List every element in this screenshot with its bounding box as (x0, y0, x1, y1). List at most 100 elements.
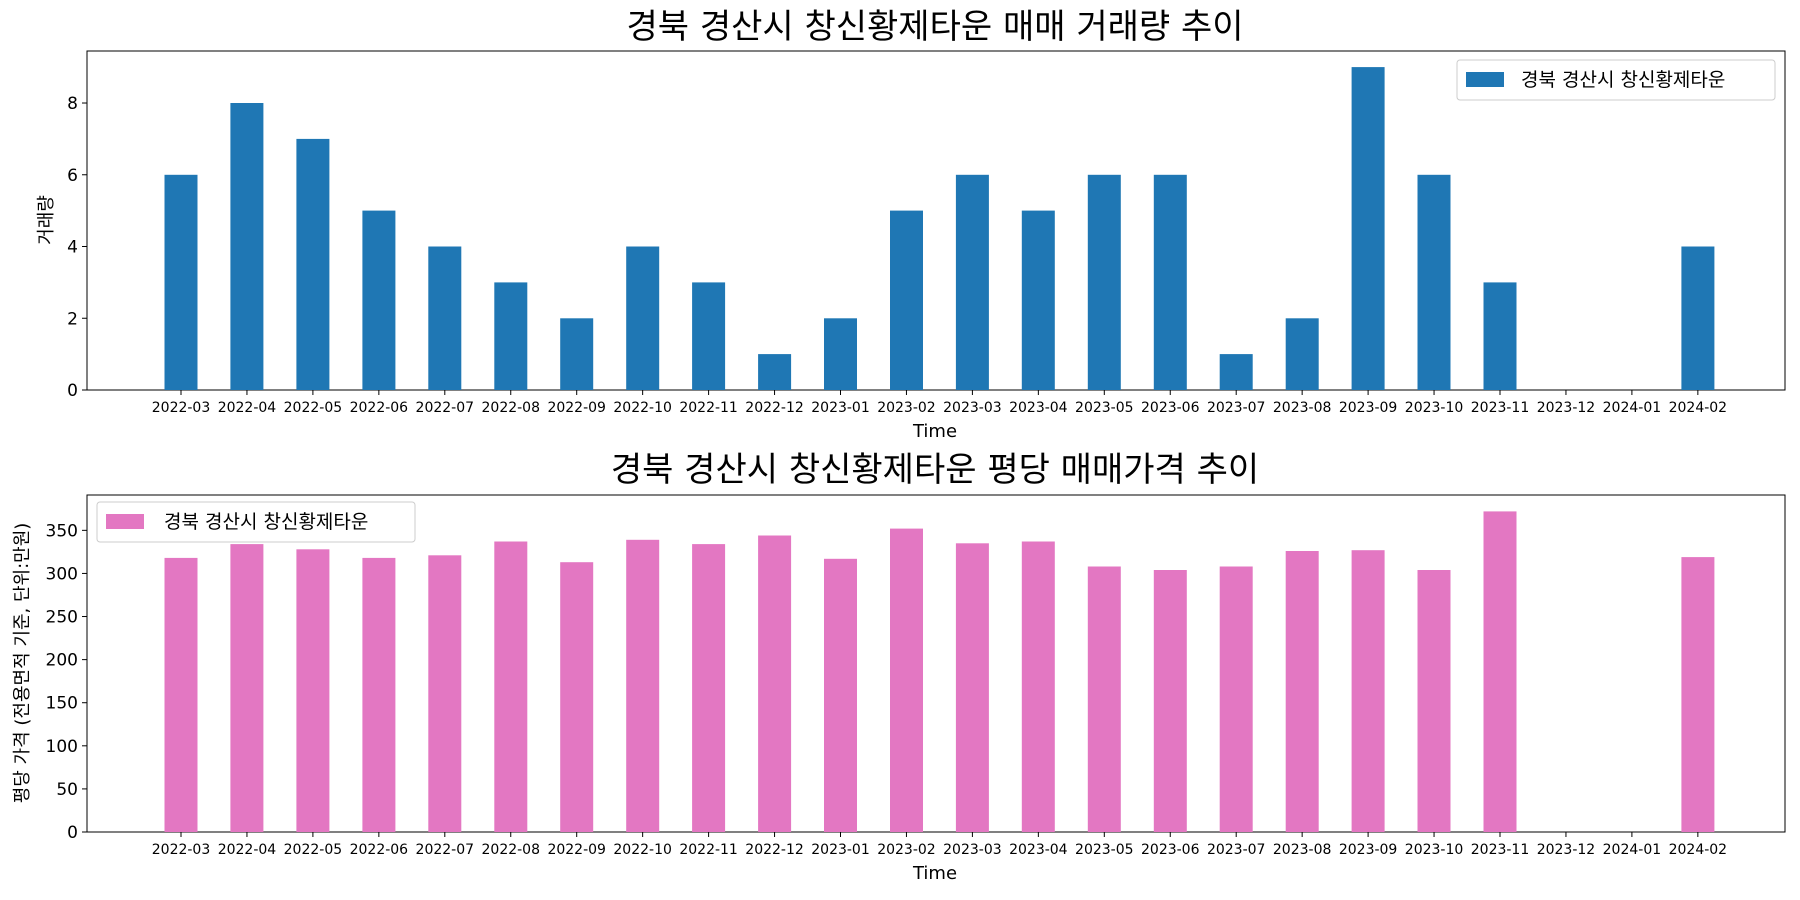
x-tick-label: 2023-06 (1141, 400, 1200, 416)
bar-2022-08 (494, 541, 528, 832)
y-tick-label: 0 (67, 381, 78, 401)
legend: 경북 경산시 창신황제타운 (96, 501, 416, 543)
bar-2022-07 (428, 555, 462, 832)
y-tick-label: 100 (46, 737, 78, 757)
bar-2024-02 (1681, 246, 1715, 390)
bar-2023-01 (824, 558, 857, 832)
legend: 경북 경산시 창신황제타운 (1456, 59, 1776, 101)
x-tick-label: 2022-07 (416, 842, 475, 858)
y-tick-label: 250 (46, 608, 78, 628)
y-tick-label: 150 (46, 694, 78, 714)
x-tick-label: 2023-08 (1273, 842, 1332, 858)
plot-frame (86, 50, 1786, 391)
y-tick-label: 2 (67, 309, 78, 329)
x-tick-label: 2022-07 (416, 400, 475, 416)
bar-2022-03 (164, 557, 198, 832)
x-tick-label: 2023-12 (1537, 400, 1596, 416)
y-tick-labels: 0 50 100 150 200 250 300 350 (46, 521, 87, 843)
bar-2022-09 (560, 562, 594, 832)
x-tick-label: 2024-02 (1669, 400, 1728, 416)
bar-2023-04 (1021, 210, 1055, 390)
legend-label: 경북 경산시 창신황제타운 (164, 511, 368, 533)
x-tick-label: 2022-06 (350, 400, 409, 416)
bar-2022-10 (626, 246, 660, 390)
bar-2022-05 (296, 549, 330, 832)
bar-2022-07 (428, 246, 462, 390)
bar-group (164, 511, 1715, 832)
bar-2022-10 (626, 539, 660, 832)
x-tick-label: 2023-06 (1141, 842, 1200, 858)
bar-2023-10 (1417, 174, 1451, 390)
bar-2022-11 (692, 544, 726, 832)
x-tick-label: 2023-10 (1405, 842, 1464, 858)
bar-2023-07 (1219, 566, 1253, 832)
x-tick-label: 2023-05 (1075, 400, 1134, 416)
x-tick-label: 2023-04 (1009, 842, 1068, 858)
bar-2023-01 (824, 318, 857, 390)
x-tick-label: 2022-11 (679, 400, 738, 416)
x-tick-label: 2022-10 (613, 842, 672, 858)
bar-2022-04 (230, 103, 264, 390)
bar-2024-02 (1681, 557, 1715, 832)
bar-2022-12 (758, 354, 792, 390)
bar-2022-06 (362, 210, 396, 390)
bar-2022-05 (296, 138, 330, 390)
chart-title: 경북 경산시 창신황제타운 매매 거래량 추이 (626, 7, 1243, 47)
bar-2023-09 (1351, 550, 1385, 832)
x-tick-label: 2023-10 (1405, 400, 1464, 416)
bar-2022-03 (164, 174, 198, 390)
volume-chart: 경북 경산시 창신황제타운 매매 거래량 추이 2022-03 2022-04 20… (36, 7, 1786, 442)
y-tick-label: 6 (67, 166, 78, 186)
y-tick-label: 50 (56, 780, 78, 800)
bar-2023-05 (1087, 174, 1121, 390)
x-tick-label: 2024-01 (1603, 400, 1662, 416)
x-tick-label: 2023-12 (1537, 842, 1596, 858)
bar-2022-08 (494, 282, 528, 390)
x-tick-label: 2023-08 (1273, 400, 1332, 416)
bar-2023-11 (1483, 511, 1517, 832)
x-axis-label: Time (912, 863, 957, 884)
bar-2023-03 (955, 174, 989, 390)
x-tick-label: 2022-08 (482, 400, 541, 416)
x-tick-label: 2022-10 (613, 400, 672, 416)
x-tick-label: 2023-01 (811, 400, 870, 416)
x-tick-label: 2023-07 (1207, 842, 1266, 858)
bar-2022-06 (362, 557, 396, 832)
bar-2023-08 (1285, 318, 1319, 390)
bar-2023-05 (1087, 566, 1121, 832)
chart-title: 경북 경산시 창신황제타운 평당 매매가격 추이 (611, 450, 1259, 490)
x-tick-label: 2023-11 (1471, 842, 1530, 858)
legend-box (96, 501, 416, 543)
y-tick-labels: 0 2 4 6 8 (67, 94, 87, 401)
y-axis-label: 거래량 (36, 195, 57, 245)
y-tick-label: 4 (67, 238, 78, 258)
bar-2023-11 (1483, 282, 1517, 390)
x-tick-label: 2022-11 (679, 842, 738, 858)
bar-2023-06 (1153, 174, 1187, 390)
x-tick-label: 2022-12 (745, 400, 804, 416)
legend-box (1456, 59, 1776, 101)
x-tick-label: 2022-08 (482, 842, 541, 858)
bar-2023-09 (1351, 67, 1385, 390)
bar-2023-06 (1153, 570, 1187, 832)
x-tick-label: 2022-05 (284, 400, 343, 416)
y-tick-label: 0 (67, 823, 78, 843)
x-tick-label: 2022-06 (350, 842, 409, 858)
x-tick-label: 2023-09 (1339, 400, 1398, 416)
x-axis-label: Time (912, 421, 957, 442)
legend-swatch (106, 514, 144, 529)
y-tick-label: 200 (46, 651, 78, 671)
x-tick-label: 2023-04 (1009, 400, 1068, 416)
bar-2022-04 (230, 544, 264, 832)
x-tick-label: 2024-01 (1603, 842, 1662, 858)
x-tick-label: 2023-03 (943, 400, 1002, 416)
x-tick-label: 2022-12 (745, 842, 804, 858)
bar-2022-12 (758, 535, 792, 832)
y-tick-label: 8 (67, 94, 78, 114)
legend-swatch (1466, 72, 1504, 87)
bar-2023-08 (1285, 551, 1319, 832)
bar-2022-11 (692, 282, 726, 390)
x-tick-label: 2023-09 (1339, 842, 1398, 858)
bar-2023-03 (955, 543, 989, 832)
